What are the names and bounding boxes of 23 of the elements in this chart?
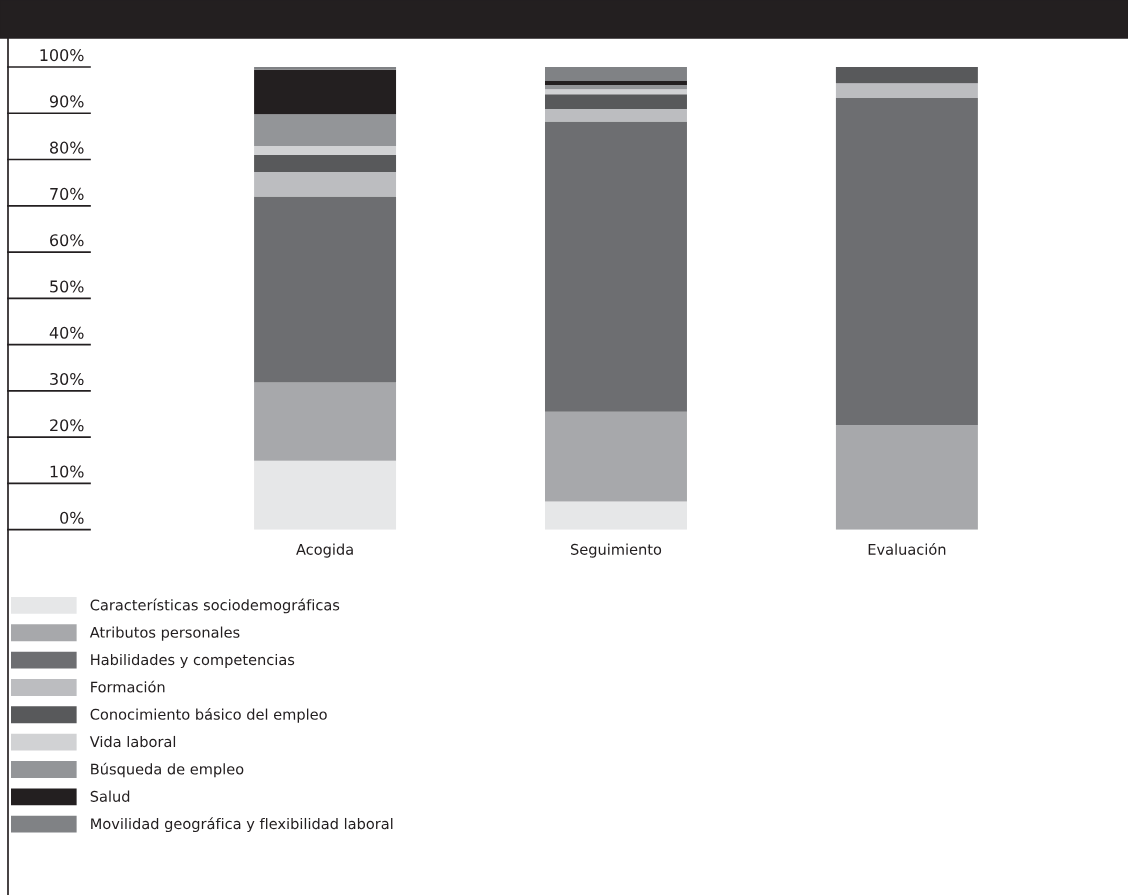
y-tick-label: 50%: [50, 280, 84, 293]
legend-label: Atributos personales: [89, 626, 240, 641]
legend-label: Vida laboral: [89, 735, 176, 748]
legend-label: Formación: [91, 680, 165, 693]
x-tick-label: Seguimiento: [571, 543, 662, 558]
y-tick-label: 60%: [50, 234, 84, 247]
y-tick-label: 90%: [49, 95, 84, 108]
x-tick-label: Acogida: [296, 543, 353, 558]
legend-label: Salud: [90, 790, 130, 802]
x-tick-label: Evaluación: [868, 543, 946, 555]
legend-label: Habilidades y competencias: [91, 653, 295, 668]
y-tick-label: 100%: [40, 49, 84, 62]
y-tick-label: 80%: [50, 141, 84, 154]
y-tick-label: 0%: [60, 511, 84, 524]
legend-label: Búsqueda de empleo: [91, 762, 244, 778]
y-tick-label: 70%: [50, 187, 84, 200]
legend-label: Conocimiento básico del empleo: [90, 707, 327, 723]
y-tick-label: 30%: [50, 372, 84, 386]
y-tick-label: 20%: [50, 419, 84, 432]
legend-label: Movilidad geográfica y flexibilidad laboral: [91, 817, 393, 833]
y-tick-label: 40%: [49, 326, 84, 339]
legend-label: Características sociodemográficas: [90, 598, 340, 614]
y-tick-label: 10%: [50, 465, 84, 478]
